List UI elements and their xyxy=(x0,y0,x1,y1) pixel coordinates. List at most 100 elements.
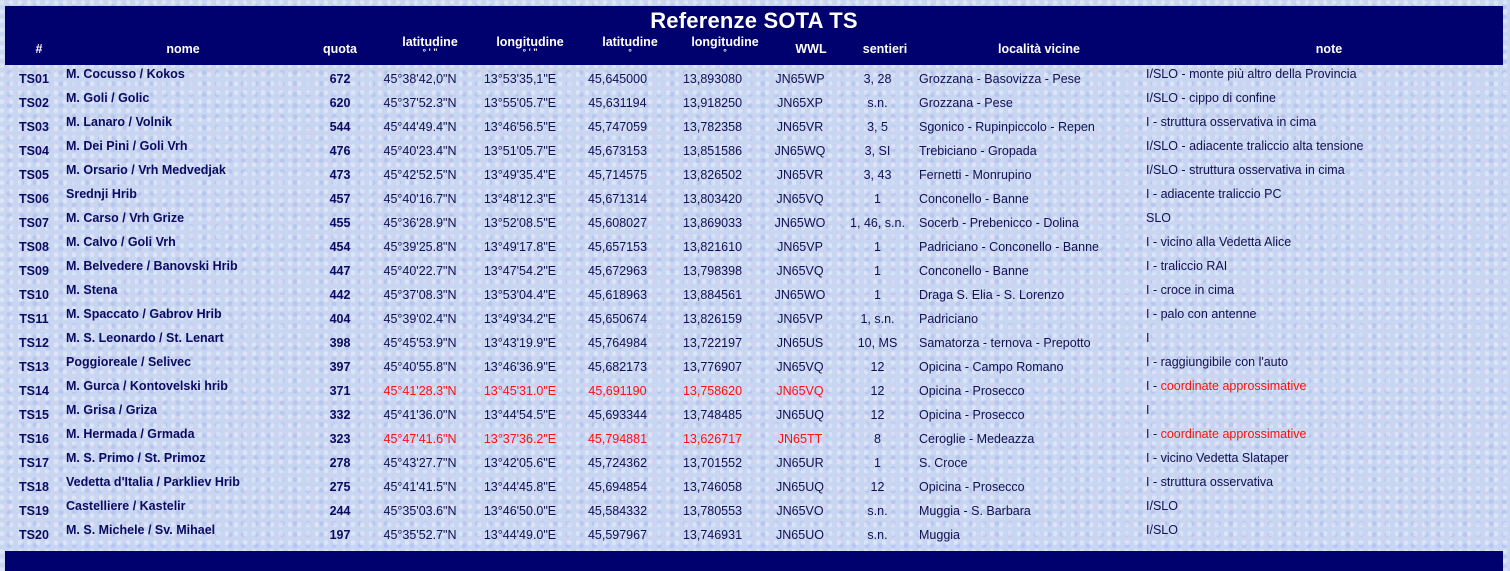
cell-nome: M. Calvo / Goli Vrh xyxy=(66,235,176,249)
cell-lon-dec: 13,748485 xyxy=(682,407,743,422)
cell-wwl: JN65XP xyxy=(777,95,823,110)
cell-id: TS06 xyxy=(19,191,49,206)
cell-id: TS11 xyxy=(19,311,49,326)
cell-note: I/SLO xyxy=(1138,521,1503,545)
table-row: TS19 Castelliere / Kastelir 244 45°35'03.6"… xyxy=(5,497,1503,521)
cell-lon-dec: 13,798398 xyxy=(682,263,743,278)
cell-id: TS15 xyxy=(19,407,49,422)
cell-lat-dms: 45°35'52.7"N xyxy=(383,527,457,542)
page-title: Referenze SOTA TS xyxy=(650,8,858,33)
cell-sentieri: s.n. xyxy=(867,95,888,110)
cell-quota: 197 xyxy=(329,527,351,542)
cell-id: TS19 xyxy=(19,503,49,518)
cell-lat-dec: 45,584332 xyxy=(587,503,648,518)
cell-lat-dms: 45°41'28.3"N xyxy=(383,383,457,398)
cell-quota: 620 xyxy=(329,95,351,110)
cell-nome: M. Orsario / Vrh Medvedjak xyxy=(66,163,226,177)
cell-quota: 457 xyxy=(329,191,351,206)
cell-wwl: JN65VP xyxy=(777,311,823,326)
cell-quota: 404 xyxy=(329,311,351,326)
cell-localita: Opicina - Prosecco xyxy=(919,479,1025,494)
cell-nome: M. Cocusso / Kokos xyxy=(66,67,185,81)
cell-note: I/SLO xyxy=(1138,497,1503,521)
col-header-lon-dms-unit: ° ' " xyxy=(522,47,538,57)
cell-lon-dms: 13°49'34.2"E xyxy=(483,311,557,326)
cell-lon-dec: 13,869033 xyxy=(682,215,743,230)
cell-lat-dec: 45,673153 xyxy=(587,143,648,158)
cell-lon-dms: 13°46'56.5"E xyxy=(483,119,557,134)
cell-lon-dms: 13°44'49.0"E xyxy=(483,527,557,542)
cell-nome: Srednji Hrib xyxy=(66,187,137,201)
cell-nome: M. Spaccato / Gabrov Hrib xyxy=(66,307,222,321)
note-text: I - vicino alla Vedetta Alice xyxy=(1146,235,1292,249)
note-text: I - struttura osservativa in cima xyxy=(1146,115,1317,129)
cell-id: TS08 xyxy=(19,239,49,254)
cell-nome: M. Stena xyxy=(66,283,118,297)
table-row: TS06 Srednji Hrib 457 45°40'16.7"N 13°48'12.… xyxy=(5,185,1503,209)
cell-lat-dec: 45,671314 xyxy=(587,191,648,206)
note-text: I/SLO - adiacente traliccio alta tension… xyxy=(1146,139,1364,153)
cell-lon-dec: 13,780553 xyxy=(682,503,743,518)
cell-localita: Ceroglie - Medeazza xyxy=(919,431,1035,446)
cell-lon-dec: 13,722197 xyxy=(682,335,743,350)
cell-quota: 447 xyxy=(329,263,351,278)
cell-nome: Castelliere / Kastelir xyxy=(66,499,186,513)
table-row: TS09 M. Belvedere / Banovski Hrib 447 45°40… xyxy=(5,257,1503,281)
cell-lon-dec: 13,626717 xyxy=(682,431,743,446)
cell-lon-dms: 13°37'36.2"E xyxy=(483,431,557,446)
col-header-lon-dec: longitudine ° xyxy=(680,36,770,57)
cell-nome: M. Grisa / Griza xyxy=(66,403,158,417)
sota-references-panel: Referenze SOTA TS # nome quota latitudin… xyxy=(5,6,1503,571)
cell-nome: Vedetta d'Italia / Parkliev Hrib xyxy=(66,475,240,489)
cell-sentieri: 1 xyxy=(874,287,881,302)
note-text: I/SLO - struttura osservativa in cima xyxy=(1146,163,1345,177)
col-header-note: note xyxy=(1315,42,1343,56)
cell-localita: Opicina - Prosecco xyxy=(919,407,1025,422)
cell-lat-dms: 45°37'52.3"N xyxy=(383,95,457,110)
cell-lat-dec: 45,693344 xyxy=(587,407,648,422)
col-header-lat-dms-unit: ° ' " xyxy=(422,47,438,57)
note-warning-text: coordinate approssimative xyxy=(1160,427,1307,441)
cell-note: I - vicino Vedetta Slataper xyxy=(1138,449,1503,473)
cell-lat-dec: 45,794881 xyxy=(587,431,648,446)
table-row: TS15 M. Grisa / Griza 332 45°41'36.0"N 13°44… xyxy=(5,401,1503,425)
col-header-lat-dec-unit: ° xyxy=(628,47,632,57)
cell-lat-dec: 45,597967 xyxy=(587,527,648,542)
cell-lon-dms: 13°53'35,1"E xyxy=(483,71,557,86)
cell-lon-dms: 13°43'19.9"E xyxy=(483,335,557,350)
col-header-lon-dec-label: longitudine xyxy=(691,35,759,49)
cell-quota: 275 xyxy=(329,479,351,494)
cell-lat-dms: 45°37'08.3"N xyxy=(383,287,457,302)
cell-lat-dec: 45,650674 xyxy=(587,311,648,326)
cell-sentieri: 12 xyxy=(870,479,885,494)
table-row: TS04 M. Dei Pini / Goli Vrh 476 45°40'23.4"… xyxy=(5,137,1503,161)
cell-lon-dec: 13,782358 xyxy=(682,119,743,134)
table-row: TS16 M. Hermada / Grmada 323 45°47'41.6"N 13… xyxy=(5,425,1503,449)
cell-lon-dec: 13,803420 xyxy=(682,191,743,206)
cell-quota: 473 xyxy=(329,167,351,182)
cell-sentieri: 3, 28 xyxy=(863,71,892,86)
cell-nome: Poggioreale / Selivec xyxy=(66,355,192,369)
cell-wwl: JN65UO xyxy=(776,527,824,542)
cell-sentieri: 1 xyxy=(874,191,881,206)
note-text: I/SLO xyxy=(1146,499,1178,513)
col-header-num: # xyxy=(35,42,43,56)
cell-lon-dms: 13°55'05.7"E xyxy=(483,95,557,110)
sota-table: TS01 M. Cocusso / Kokos 672 45°38'42,0"N 13°… xyxy=(5,65,1503,545)
cell-note: SLO xyxy=(1138,209,1503,233)
table-row: TS02 M. Goli / Golic 620 45°37'52.3"N 13°55'… xyxy=(5,89,1503,113)
cell-quota: 332 xyxy=(329,407,351,422)
cell-lat-dms: 45°40'22.7"N xyxy=(383,263,457,278)
col-header-sentieri: sentieri xyxy=(862,42,908,56)
cell-lat-dec: 45,724362 xyxy=(587,455,648,470)
cell-sentieri: 3, 43 xyxy=(863,167,892,182)
cell-localita: Opicina - Prosecco xyxy=(919,383,1025,398)
cell-lon-dec: 13,701552 xyxy=(682,455,743,470)
cell-lon-dms: 13°44'45.8"E xyxy=(483,479,557,494)
cell-sentieri: 1 xyxy=(874,239,881,254)
cell-lat-dec: 45,714575 xyxy=(587,167,648,182)
cell-note: I - coordinate approssimative xyxy=(1138,377,1503,401)
cell-lon-dec: 13,884561 xyxy=(682,287,743,302)
cell-lat-dms: 45°40'16.7"N xyxy=(383,191,457,206)
cell-lon-dec: 13,851586 xyxy=(682,143,743,158)
